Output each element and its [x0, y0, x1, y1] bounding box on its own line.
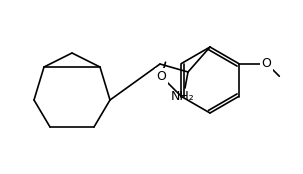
Text: O: O	[262, 57, 271, 70]
Text: O: O	[157, 70, 167, 83]
Text: NH₂: NH₂	[171, 89, 195, 102]
